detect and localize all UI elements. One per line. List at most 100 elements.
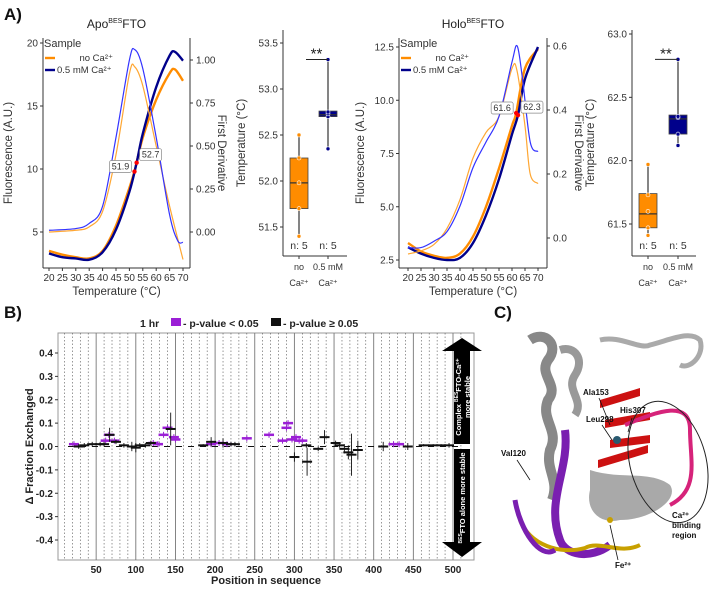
- x-tick-label: 60: [506, 273, 518, 284]
- y-tick-label: -0.3: [36, 512, 54, 523]
- label-fe: Fe²⁺: [615, 561, 631, 570]
- y-tick-label: -0.2: [36, 489, 54, 500]
- x-tick-label: 30: [70, 273, 82, 284]
- n-label: n: 5: [669, 240, 687, 252]
- y-tick-label: 62.0: [608, 156, 628, 167]
- x-tick-label: 0.5 mM: [663, 262, 693, 272]
- y-tick-label: 12.5: [375, 43, 395, 54]
- x-tick-label: 20: [43, 273, 55, 284]
- data-point: [325, 146, 331, 152]
- x-tick-label: 35: [84, 273, 96, 284]
- series-line-derivative: [407, 62, 539, 255]
- title-pre: Apo: [87, 17, 109, 31]
- x-tick-label: 0.5 mM: [313, 262, 343, 272]
- x-tick-label: 45: [467, 273, 479, 284]
- y-tick-label: 0.2: [39, 395, 53, 406]
- n-label: n: 5: [319, 240, 337, 252]
- x-tick-label: 35: [441, 273, 453, 284]
- arrow-down-sup: BES: [458, 533, 464, 544]
- y-tick-label: 10.0: [375, 96, 395, 107]
- y-tick-label: 63.0: [608, 30, 628, 41]
- y2-tick-label: 0.0: [553, 234, 567, 245]
- x-tick-label: 60: [151, 273, 163, 284]
- series-line-fluorescence: [407, 48, 539, 260]
- y-tick-label: 53.0: [259, 85, 279, 96]
- title-post: FTO: [122, 17, 146, 31]
- chart-title: HoloBESFTO: [442, 17, 504, 31]
- panel-label-b: B): [4, 303, 22, 322]
- x-tick-label: 65: [519, 273, 531, 284]
- x-tick-label: 300: [286, 565, 303, 576]
- tm-label-box: [490, 101, 514, 115]
- n-label: n: 5: [639, 240, 657, 252]
- y-tick-label: 10: [27, 165, 39, 176]
- series-line-derivative: [48, 63, 184, 260]
- x-tick-label: 50: [91, 565, 103, 576]
- legend-swatch-purple: [171, 318, 181, 326]
- arrow-up-post: FTO-Ca²⁺: [454, 358, 463, 391]
- y-tick-label: -0.4: [36, 536, 54, 547]
- y2-tick-label: 0.00: [196, 228, 216, 239]
- x-tick-label: Ca²⁺: [668, 278, 688, 288]
- data-point: [645, 225, 651, 231]
- title-post: FTO: [480, 17, 504, 31]
- y-tick-label: 15: [27, 102, 39, 113]
- label-ca-binding-1: Ca²⁺: [672, 511, 689, 520]
- x-tick-label: 45: [110, 273, 122, 284]
- label-ala153: Ala153: [583, 388, 609, 397]
- data-point: [675, 131, 681, 137]
- y-tick-label: 0.3: [39, 372, 53, 383]
- data-point: [645, 209, 651, 214]
- y2-axis-label: First Derivative: [215, 115, 227, 192]
- y-tick-label: 53.5: [259, 39, 279, 50]
- legend-entry: 0.5 mM Ca²⁺: [57, 65, 112, 76]
- data-point: [296, 180, 302, 186]
- x-tick-label: 50: [124, 273, 136, 284]
- y-axis-label: Temperature (°C): [585, 99, 597, 187]
- x-tick-label: 450: [405, 565, 422, 576]
- y-tick-label: 0.4: [39, 349, 53, 360]
- y2-tick-label: 0.25: [196, 185, 216, 196]
- data-point: [296, 132, 302, 138]
- y-tick-label: 0.0: [39, 442, 53, 453]
- x-tick-label: no: [643, 262, 653, 272]
- data-point: [645, 233, 651, 238]
- y-tick-label: 5.0: [380, 202, 394, 213]
- n-label: n: 5: [290, 240, 308, 252]
- chart-title: ApoBESFTO: [87, 17, 146, 31]
- x-tick-label: no: [294, 262, 304, 272]
- label-leu298: Leu298: [586, 415, 614, 424]
- y-tick-label: 2.5: [380, 256, 394, 267]
- x-tick-label: 25: [57, 273, 69, 284]
- data-point: [675, 143, 681, 148]
- y-axis-label: Fluorescence (A.U.): [355, 102, 367, 204]
- arrow-up-icon: [442, 338, 482, 444]
- y-tick-label: 20: [27, 39, 39, 50]
- x-tick-label: Ca²⁺: [638, 278, 658, 288]
- legend-title: Sample: [44, 38, 81, 50]
- data-point: [296, 233, 302, 239]
- x-axis-label: Position in sequence: [211, 575, 321, 587]
- x-tick-label: 55: [493, 273, 505, 284]
- x-tick-label: 25: [415, 273, 427, 284]
- panel-label-a: A): [4, 5, 22, 24]
- apo-tm-boxplot: 51.5 52.0 52.5 53.0 53.5 Temperature (°C) n: 5…: [236, 30, 347, 288]
- tm-marker: [132, 169, 137, 174]
- y-tick-label: 5: [32, 228, 38, 239]
- y-tick-label: 0.1: [39, 419, 53, 430]
- x-tick-label: 65: [164, 273, 176, 284]
- title-sup: BES: [466, 18, 480, 25]
- y-axis-label: Δ Fraction Exchanged: [24, 388, 36, 504]
- y-tick-label: 52.0: [259, 177, 279, 188]
- tm-label-box: [520, 100, 544, 114]
- legend-entry: no Ca²⁺: [435, 53, 469, 64]
- y2-tick-label: 0.4: [553, 106, 567, 117]
- label-ca-binding-3: region: [672, 531, 697, 540]
- arrow-down-post: FTO alone more stable: [458, 453, 467, 534]
- data-point: [645, 192, 651, 198]
- holo-melt-curve-chart: HoloBESFTO 20 25 30 35 40 45 50 55 60 65 70 2.5 5.0 7.…: [355, 17, 584, 298]
- y-axis-label: Temperature (°C): [236, 99, 248, 187]
- legend-swatch-black: [271, 318, 281, 326]
- x-tick-label: 500: [445, 565, 462, 576]
